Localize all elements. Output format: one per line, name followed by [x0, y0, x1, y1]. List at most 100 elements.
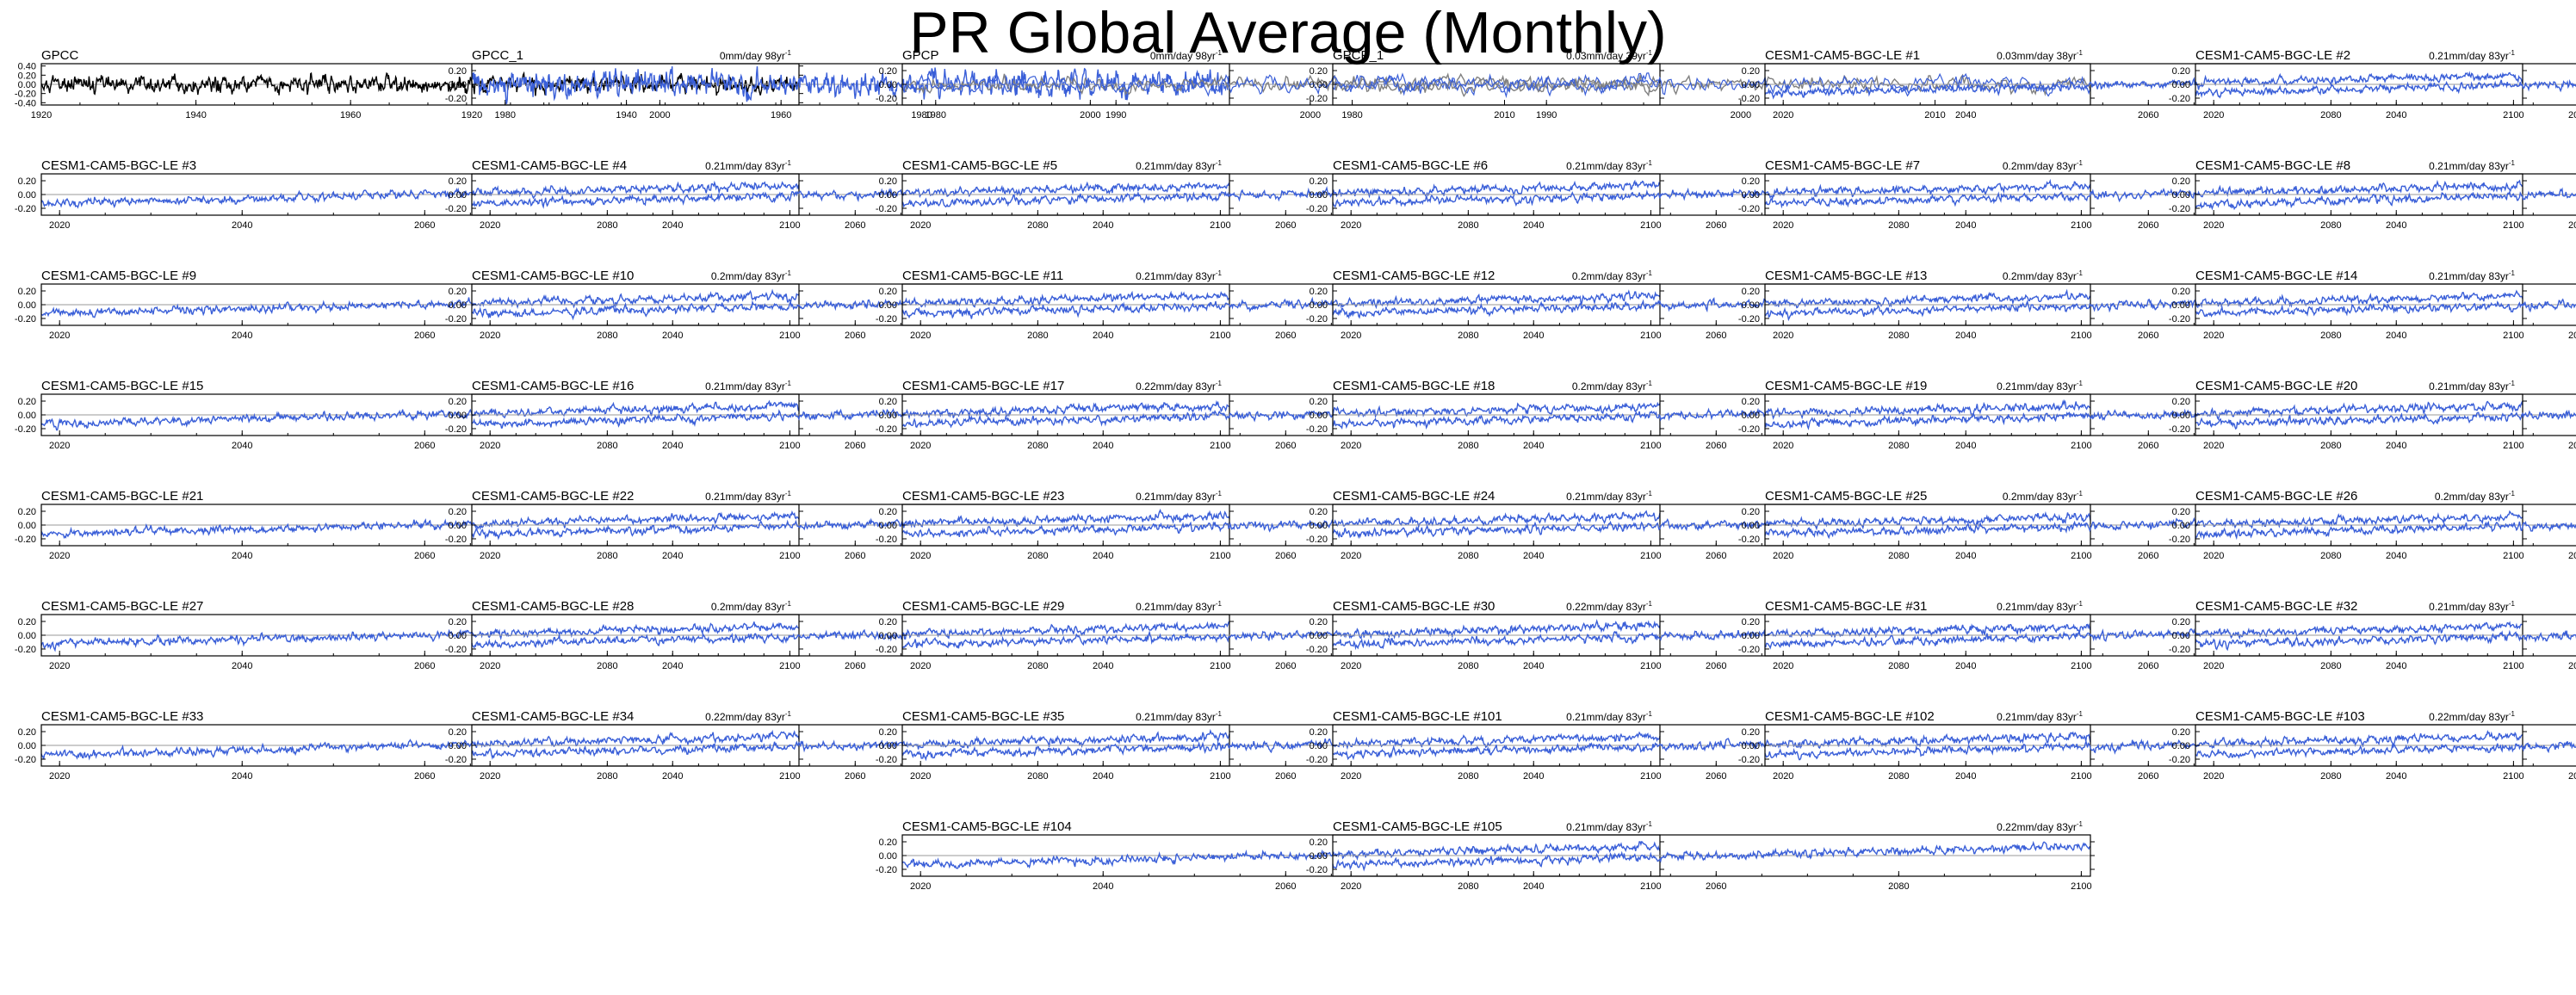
trend-label: 0.21mm/day 83yr-1	[1566, 159, 1652, 172]
x-tick-label: 2080	[2320, 551, 2341, 561]
y-tick-label: -0.20	[445, 94, 467, 104]
x-tick-label: 2100	[1210, 551, 1230, 561]
x-tick-label: 2040	[2386, 771, 2406, 782]
x-tick-label: 2100	[1640, 661, 1661, 671]
y-tick-label: -0.20	[876, 535, 897, 545]
y-tick-label: 0.20	[2172, 617, 2190, 627]
y-tick-label: 0.00	[18, 80, 36, 90]
trend-label: 0.22mm/day 83yr-1	[1566, 600, 1652, 613]
y-tick-label: 0.20	[18, 507, 36, 517]
y-tick-label: 0.00	[1742, 741, 1760, 751]
y-tick-label: 0.20	[449, 727, 467, 738]
y-tick-label: 0.20	[18, 287, 36, 297]
panel-40: CESM1-CAM5-BGC-LE #101 0.21mm/day 83yr-1 -…	[1306, 709, 2095, 782]
y-tick-label: -0.20	[445, 314, 467, 324]
x-tick-label: 2060	[2138, 661, 2158, 671]
x-tick-label: 2080	[2320, 661, 2341, 671]
x-tick-label: 2080	[2320, 220, 2341, 231]
trend-label: 0.03mm/day 39yr-1	[1566, 49, 1652, 62]
x-tick-label: 2060	[1275, 331, 1296, 341]
y-tick-label: -0.20	[876, 424, 897, 435]
x-tick-label: 2040	[1523, 881, 1544, 892]
x-tick-label: 2080	[1458, 661, 1478, 671]
x-tick-label: 2080	[1888, 551, 1909, 561]
panel-31: CESM1-CAM5-BGC-LE #27 0.2mm/day 83yr-1 -0.…	[15, 599, 803, 671]
x-tick-label: 2020	[910, 220, 931, 231]
panel-38: CESM1-CAM5-BGC-LE #34 0.21mm/day 83yr-1 -0…	[445, 709, 1234, 782]
x-tick-label: 2080	[1027, 441, 1048, 451]
y-tick-label: 0.00	[879, 411, 897, 421]
x-tick-label: 2040	[2386, 441, 2406, 451]
x-tick-label: 2040	[1523, 661, 1544, 671]
x-tick-label: 2040	[662, 331, 683, 341]
y-tick-label: -0.20	[15, 424, 36, 435]
y-tick-label: 0.20	[449, 66, 467, 77]
trend-label: 0.2mm/day 83yr-1	[2003, 159, 2084, 172]
panel-title: CESM1-CAM5-BGC-LE #9	[41, 269, 196, 283]
series-line	[471, 728, 1230, 760]
x-tick-label: 2060	[2568, 220, 2576, 231]
x-tick-label: 1980	[495, 110, 516, 121]
x-tick-label: 2000	[649, 110, 670, 121]
x-tick-label: 2080	[597, 220, 617, 231]
x-tick-label: 2100	[1640, 881, 1661, 892]
y-tick-label: 0.20	[1310, 617, 1328, 627]
x-tick-label: 2100	[1640, 441, 1661, 451]
x-tick-label: 2040	[1523, 441, 1544, 451]
trend-label: 0.21mm/day 83yr-1	[1136, 490, 1222, 503]
y-tick-label: 0.20	[1310, 176, 1328, 187]
x-tick-label: 2020	[1341, 331, 1361, 341]
x-tick-label: 2100	[779, 661, 800, 671]
x-tick-label: 2040	[1093, 661, 1113, 671]
x-tick-label: 2060	[2138, 441, 2158, 451]
x-tick-label: 1940	[185, 110, 206, 121]
y-tick-label: 0.20	[18, 176, 36, 187]
x-tick-label: 1980	[926, 110, 946, 121]
y-tick-label: 0.20	[449, 617, 467, 627]
x-tick-label: 2100	[779, 771, 800, 782]
x-tick-label: 1990	[1105, 110, 1126, 121]
y-tick-label: 0.20	[18, 397, 36, 407]
y-tick-label: 0.20	[879, 287, 897, 297]
x-tick-label: 2100	[2071, 771, 2091, 782]
x-tick-label: 2060	[414, 661, 435, 671]
panel-title: CESM1-CAM5-BGC-LE #23	[902, 489, 1064, 504]
x-tick-label: 2040	[232, 331, 252, 341]
y-tick-label: 0.00	[1742, 80, 1760, 90]
x-tick-label: 2060	[1275, 220, 1296, 231]
y-tick-label: 0.20	[2172, 287, 2190, 297]
x-tick-label: 2020	[49, 771, 70, 782]
x-tick-label: 2100	[2503, 110, 2523, 121]
x-tick-label: 2060	[2568, 331, 2576, 341]
x-tick-label: 2040	[1093, 220, 1113, 231]
panel-title: CESM1-CAM5-BGC-LE #29	[902, 599, 1064, 614]
x-tick-label: 2060	[1275, 661, 1296, 671]
trend-label: 0.21mm/day 83yr-1	[705, 159, 791, 172]
y-tick-label: 0.00	[449, 411, 467, 421]
x-tick-label: 2040	[1523, 551, 1544, 561]
series-line	[1332, 622, 2091, 651]
panel-6: CESM1-CAM5-BGC-LE #20.2mm/day 83yr-1-0.2…	[2169, 48, 2576, 121]
trend-label: 0.2mm/day 83yr-1	[1572, 269, 1653, 282]
series-line	[40, 621, 800, 652]
x-tick-label: 2060	[1706, 771, 1726, 782]
page-title: PR Global Average (Monthly)	[909, 0, 1667, 65]
y-tick-label: -0.20	[1738, 314, 1760, 324]
y-tick-label: 0.00	[1742, 631, 1760, 641]
x-tick-label: 2100	[1640, 331, 1661, 341]
panel-title: CESM1-CAM5-BGC-LE #22	[472, 489, 634, 504]
y-tick-label: -0.20	[1306, 94, 1328, 104]
panel-title: GPCC	[41, 48, 79, 63]
x-tick-label: 2080	[1458, 331, 1478, 341]
panel-17: CESM1-CAM5-BGC-LE #13 0.21mm/day 83yr-1 -0…	[1738, 269, 2527, 341]
panel-title: CESM1-CAM5-BGC-LE #103	[2195, 709, 2365, 724]
y-tick-label: 0.20	[1742, 617, 1760, 627]
trend-label: 0.21mm/day 83yr-1	[1136, 269, 1222, 282]
x-tick-label: 2100	[1210, 331, 1230, 341]
trend-label: 0.22mm/day 83yr-1	[1136, 380, 1222, 392]
x-tick-label: 2060	[414, 771, 435, 782]
panel-title: GPCC_1	[472, 48, 523, 63]
series-line	[901, 510, 1661, 539]
y-tick-label: 0.00	[1742, 411, 1760, 421]
y-tick-label: 0.20	[1742, 176, 1760, 187]
